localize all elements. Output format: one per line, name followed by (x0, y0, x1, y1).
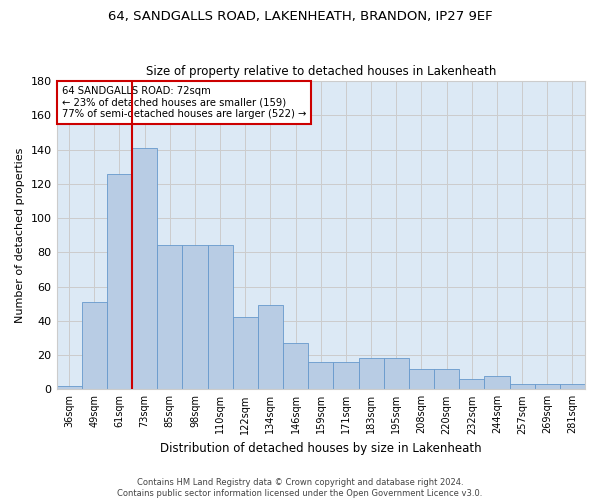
Bar (484, 376, 509, 390)
Bar (283, 343, 308, 390)
Y-axis label: Number of detached properties: Number of detached properties (15, 148, 25, 323)
Bar (157, 246, 182, 390)
Bar (258, 306, 283, 390)
Bar (434, 369, 459, 390)
Bar (535, 384, 560, 390)
Bar (208, 246, 233, 390)
Bar (459, 379, 484, 390)
Bar (383, 358, 409, 390)
Title: Size of property relative to detached houses in Lakenheath: Size of property relative to detached ho… (146, 66, 496, 78)
Text: 64 SANDGALLS ROAD: 72sqm
← 23% of detached houses are smaller (159)
77% of semi-: 64 SANDGALLS ROAD: 72sqm ← 23% of detach… (62, 86, 306, 119)
Bar (509, 384, 535, 390)
Bar (182, 246, 208, 390)
X-axis label: Distribution of detached houses by size in Lakenheath: Distribution of detached houses by size … (160, 442, 482, 455)
Bar (82, 302, 107, 390)
Bar (409, 369, 434, 390)
Bar (560, 384, 585, 390)
Bar (56, 386, 82, 390)
Text: Contains HM Land Registry data © Crown copyright and database right 2024.
Contai: Contains HM Land Registry data © Crown c… (118, 478, 482, 498)
Bar (132, 148, 157, 390)
Text: 64, SANDGALLS ROAD, LAKENHEATH, BRANDON, IP27 9EF: 64, SANDGALLS ROAD, LAKENHEATH, BRANDON,… (107, 10, 493, 23)
Bar (107, 174, 132, 390)
Bar (308, 362, 334, 390)
Bar (233, 318, 258, 390)
Bar (359, 358, 383, 390)
Bar (334, 362, 359, 390)
